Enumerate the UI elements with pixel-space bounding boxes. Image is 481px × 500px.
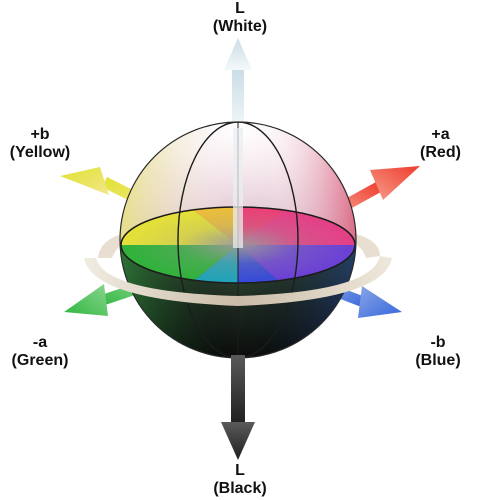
white-arrow [224,38,252,132]
label-green-axis: -a [32,334,48,351]
label-blue: -b (Blue) [398,334,478,370]
label-red: +a (Red) [400,126,481,162]
label-white-axis: L [235,0,245,17]
label-white-name: (White) [212,18,268,35]
label-blue-name: (Blue) [415,352,461,369]
label-yellow: +b (Yellow) [0,126,80,162]
label-green-name: (Green) [11,352,69,369]
label-yellow-name: (Yellow) [9,144,71,161]
label-green: -a (Green) [0,334,80,370]
hue-arc-back-right [322,230,380,258]
label-white: L (White) [190,0,290,36]
label-black: L (Black) [190,462,290,498]
hue-arc-back [98,230,160,258]
label-blue-axis: -b [430,334,446,351]
label-red-name: (Red) [420,144,461,161]
label-red-axis: +a [431,126,450,143]
label-yellow-axis: +b [30,126,50,143]
hue-arc-front [84,256,392,306]
black-arrow [221,355,255,460]
label-black-axis: L [235,462,245,479]
label-black-name: (Black) [213,480,267,497]
l-axis-core [233,128,243,248]
